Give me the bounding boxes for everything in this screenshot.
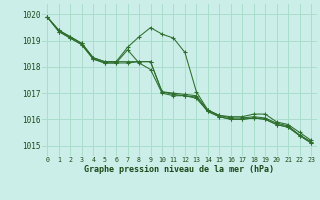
X-axis label: Graphe pression niveau de la mer (hPa): Graphe pression niveau de la mer (hPa) <box>84 165 274 174</box>
